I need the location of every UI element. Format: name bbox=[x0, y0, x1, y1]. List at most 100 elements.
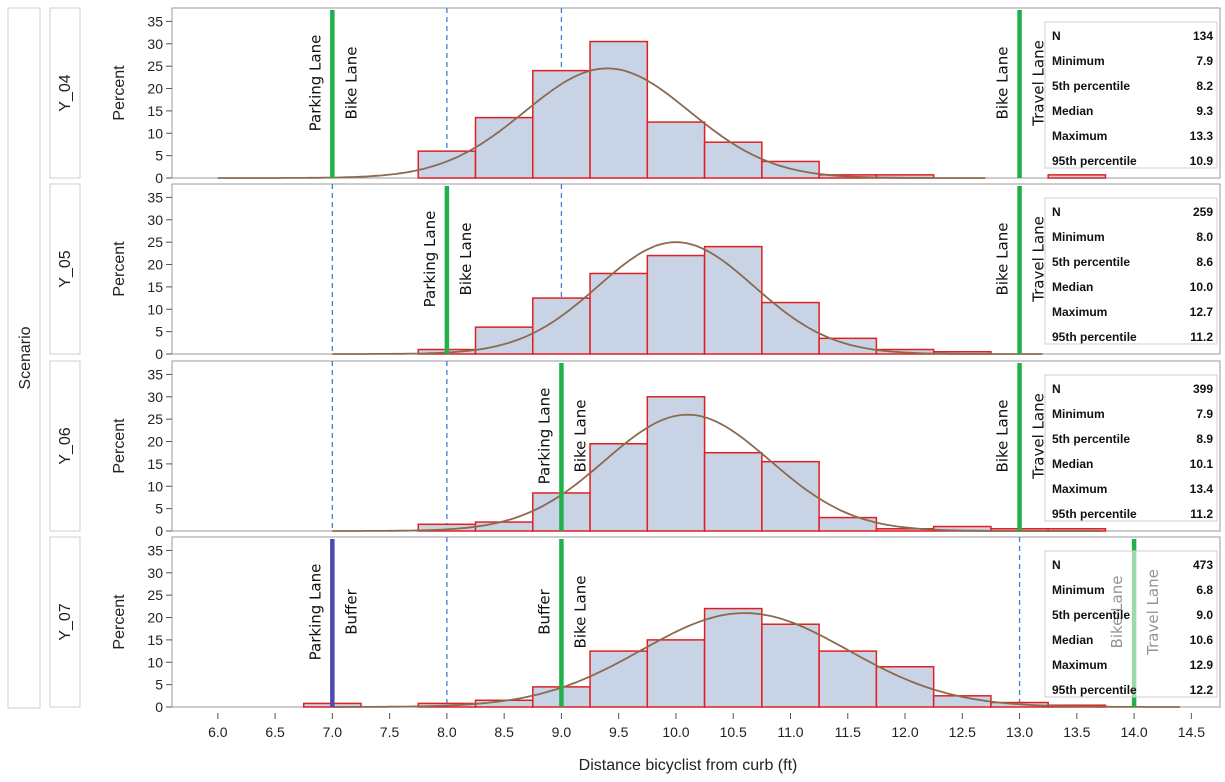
y-tick-label: 30 bbox=[147, 389, 163, 405]
y-tick-label: 0 bbox=[155, 170, 163, 186]
x-tick-label: 10.0 bbox=[662, 724, 689, 740]
stats-box bbox=[1044, 550, 1218, 698]
lane-label: Travel Lane bbox=[1030, 216, 1048, 303]
stat-value: 9.3 bbox=[1196, 104, 1213, 118]
outer-frame bbox=[7, 7, 41, 709]
x-tick-label: 6.5 bbox=[265, 724, 285, 740]
panel-header bbox=[49, 536, 81, 708]
stat-label: Minimum bbox=[1052, 583, 1105, 597]
y-tick-label: 35 bbox=[147, 366, 163, 382]
y-tick-label: 15 bbox=[147, 632, 163, 648]
panel-header bbox=[49, 360, 81, 532]
histogram-bar bbox=[474, 116, 534, 179]
histogram-bar bbox=[532, 297, 591, 355]
stat-label: Median bbox=[1052, 104, 1093, 118]
lane-label: Parking Lane bbox=[306, 564, 324, 661]
histogram-bar bbox=[818, 516, 878, 532]
stat-value: 8.9 bbox=[1196, 432, 1213, 446]
histogram-bar bbox=[761, 623, 820, 708]
histogram-bar bbox=[1047, 174, 1107, 179]
panel-header bbox=[49, 7, 81, 179]
lane-label: Buffer bbox=[535, 588, 553, 634]
group-header-box bbox=[7, 7, 41, 709]
stat-label: Minimum bbox=[1052, 230, 1105, 244]
y-tick-label: 0 bbox=[155, 346, 163, 362]
stat-value: 8.0 bbox=[1196, 230, 1213, 244]
panel-header bbox=[49, 183, 81, 355]
y-tick-label: 35 bbox=[147, 13, 163, 29]
x-axis: 6.0 6.5 7.0 7.5 8.0 8.5 9.0 9.5 10.0 10.5 11.0 11.5… bbox=[208, 713, 1205, 740]
stats-box bbox=[1044, 374, 1218, 522]
x-tick-label: 6.0 bbox=[208, 724, 228, 740]
lane-label: Travel Lane bbox=[1030, 40, 1048, 127]
stat-label: 5th percentile bbox=[1052, 608, 1130, 622]
y-tick-label: 25 bbox=[147, 58, 163, 74]
y-tick-label: 35 bbox=[147, 189, 163, 205]
stat-value: 10.1 bbox=[1190, 457, 1214, 471]
x-tick-label: 7.5 bbox=[380, 724, 400, 740]
histogram-bar bbox=[589, 443, 649, 532]
stat-label: N bbox=[1052, 205, 1061, 219]
x-tick-label: 12.5 bbox=[949, 724, 976, 740]
y-tick-label: 10 bbox=[147, 478, 163, 494]
y-tick-label: 30 bbox=[147, 565, 163, 581]
lane-label: Travel Lane bbox=[1030, 393, 1048, 480]
stat-label: N bbox=[1052, 382, 1061, 396]
panel-y-05: Y_05 Percent 0 5 10 15 20 25 30 35 Parking Lane Bik… bbox=[49, 183, 1221, 362]
stat-label: Maximum bbox=[1052, 129, 1107, 143]
lane-label: Bike Lane bbox=[571, 576, 589, 649]
histogram-bar bbox=[417, 150, 477, 179]
histogram-bar bbox=[875, 665, 935, 708]
lane-label: Bike Lane bbox=[457, 223, 475, 296]
histogram-bar bbox=[646, 396, 706, 532]
stat-value: 11.2 bbox=[1190, 507, 1213, 521]
stat-value: 6.8 bbox=[1196, 583, 1213, 597]
stat-label: N bbox=[1052, 558, 1061, 572]
histogram-bar bbox=[589, 40, 649, 179]
stat-label: 95th percentile bbox=[1052, 154, 1137, 168]
y-tick-label: 5 bbox=[155, 148, 163, 164]
stat-value: 10.6 bbox=[1190, 633, 1214, 647]
x-tick-label: 11.0 bbox=[777, 724, 803, 740]
y-tick-label: 30 bbox=[147, 36, 163, 52]
x-tick-label: 9.0 bbox=[552, 724, 572, 740]
panel-y-06: Y_06 Percent 0 5 10 15 20 25 30 35 Parking Lane Bik… bbox=[49, 360, 1221, 539]
stat-label: Median bbox=[1052, 280, 1093, 294]
stat-value: 12.9 bbox=[1190, 658, 1214, 672]
y-tick-label: 5 bbox=[155, 501, 163, 517]
y-axis-label: Percent bbox=[111, 65, 128, 121]
x-tick-label: 8.0 bbox=[437, 724, 457, 740]
stat-value: 10.0 bbox=[1190, 280, 1214, 294]
histogram-bar bbox=[646, 121, 706, 179]
stat-value: 134 bbox=[1193, 29, 1213, 43]
stat-label: 5th percentile bbox=[1052, 432, 1130, 446]
stat-value: 7.9 bbox=[1196, 54, 1213, 68]
histogram-bar bbox=[703, 245, 763, 355]
y-tick-label: 15 bbox=[147, 456, 163, 472]
histogram-bar bbox=[589, 650, 649, 708]
stat-label: 95th percentile bbox=[1052, 683, 1137, 697]
stat-label: N bbox=[1052, 29, 1061, 43]
histogram-bar bbox=[646, 639, 706, 708]
lane-label: Parking Lane bbox=[421, 211, 439, 308]
x-tick-label: 14.0 bbox=[1120, 724, 1147, 740]
panel-y-07: Y_07 Percent 0 5 10 15 20 25 30 35 Parking Lane Buf… bbox=[49, 536, 1221, 715]
density-curve bbox=[217, 67, 986, 179]
stat-value: 13.4 bbox=[1190, 482, 1214, 496]
y-axis-label: Percent bbox=[111, 241, 128, 297]
panel-name: Y_05 bbox=[57, 250, 74, 287]
y-tick-label: 20 bbox=[147, 257, 163, 273]
histogram-bar bbox=[761, 160, 820, 179]
stat-label: 5th percentile bbox=[1052, 255, 1130, 269]
y-tick-label: 10 bbox=[147, 654, 163, 670]
x-tick-label: 12.0 bbox=[891, 724, 918, 740]
stat-label: Maximum bbox=[1052, 482, 1107, 496]
histogram-bar bbox=[474, 521, 534, 532]
y-tick-label: 25 bbox=[147, 587, 163, 603]
x-axis-label: Distance bicyclist from curb (ft) bbox=[579, 757, 798, 774]
y-tick-label: 15 bbox=[147, 103, 163, 119]
stat-label: Maximum bbox=[1052, 305, 1107, 319]
stat-label: Median bbox=[1052, 633, 1093, 647]
x-tick-label: 14.5 bbox=[1178, 724, 1205, 740]
panel-name: Y_04 bbox=[57, 74, 74, 111]
